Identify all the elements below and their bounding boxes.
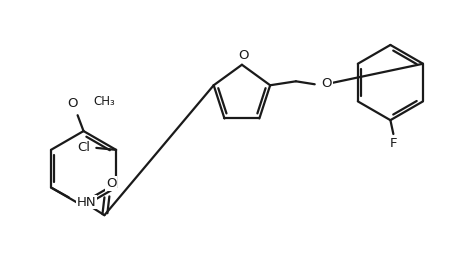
Text: CH₃: CH₃ (93, 95, 115, 108)
Text: O: O (68, 97, 78, 110)
Text: Cl: Cl (77, 141, 90, 154)
Text: O: O (106, 177, 117, 190)
Text: F: F (390, 138, 397, 150)
Text: HN: HN (77, 196, 96, 209)
Text: O: O (322, 77, 332, 90)
Text: O: O (239, 49, 249, 62)
